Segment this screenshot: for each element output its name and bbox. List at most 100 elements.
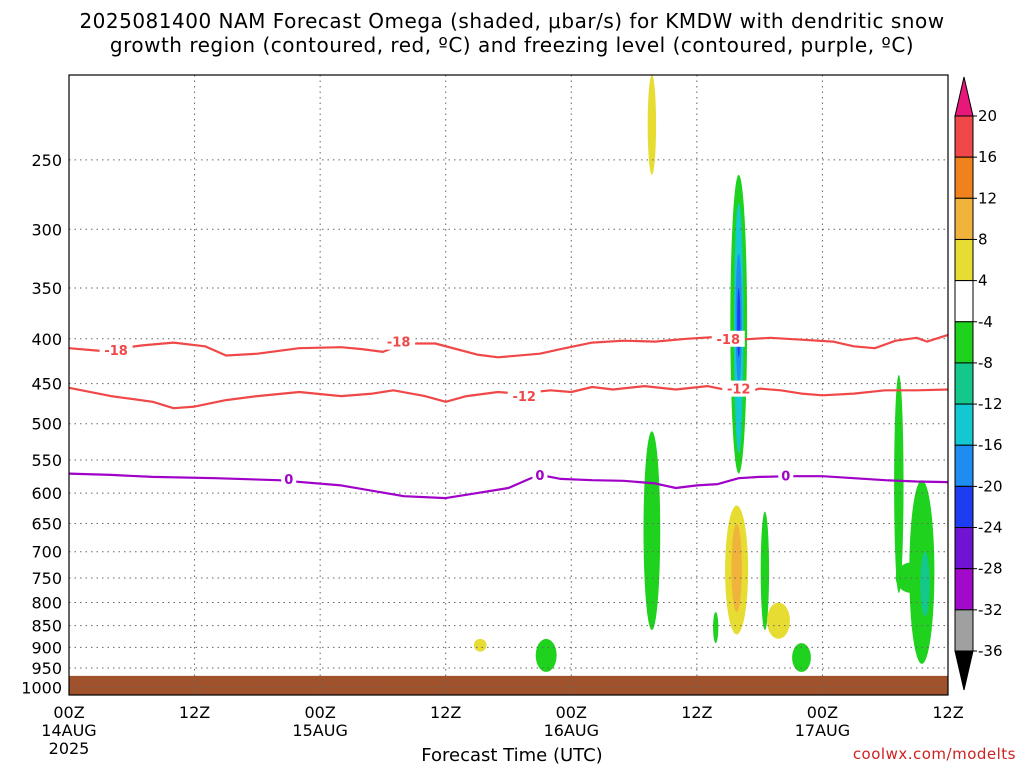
colorbar-box [954,197,974,240]
colorbar-label: -20 [978,477,1003,495]
colorbar-box [954,527,974,570]
omega-shaded-regions [69,75,948,695]
y-tick-label: 450 [31,375,62,394]
chart-title-line-1: 2025081400 NAM Forecast Omega (shaded, μ… [79,9,945,33]
x-tick-label: 12Z [430,703,461,722]
y-tick-label: 900 [31,638,62,657]
contour-label-0: 0 [535,469,544,484]
colorbar-label: -24 [978,519,1003,537]
y-tick-label: 750 [31,569,62,588]
y-tick-label: 950 [31,659,62,678]
omega-region-9 [713,611,719,644]
contour-label-0: 0 [284,473,293,488]
y-tick-label: 600 [31,484,62,503]
colorbar-box [954,568,974,611]
y-axis-labels: 250 300 350 400 450 500 550 600 650 700 750 800 850 9… [21,151,62,698]
omega-region-11 [473,638,487,652]
contour-label-bg [281,470,297,487]
x-tick-label: 12Z [932,703,963,722]
contour-label-bg [507,388,541,405]
y-tick-label: 1000 [21,678,62,697]
plot-frame [68,74,949,696]
y-tick-label: 650 [31,515,62,534]
colorbar-box [954,362,974,405]
x-tick-date: 14AUG [41,721,96,740]
colorbar-label: -12 [978,395,1003,413]
colorbar-label: 8 [978,230,988,248]
colorbar-label: 4 [978,272,988,290]
colorbar-box [954,485,974,529]
colorbar-top-arrow [954,76,974,117]
x-tick-label: 12Z [179,703,210,722]
contour-label-bg [722,380,756,397]
contour-line--18 [68,333,949,359]
y-tick-label: 500 [31,415,62,434]
grid-lines [69,75,948,695]
chart-title-line-2: growth region (contoured, red, ºC) and f… [109,33,915,57]
omega-region-7 [731,523,742,612]
colorbar: 20 16 12 8 4 -4 -8 -12 -16 -20 -24 -28 -32 -36 [954,76,1003,691]
colorbar-label: 16 [978,148,997,166]
contour-label-bg [711,330,745,347]
colorbar-box [954,444,974,487]
contour-line--12 [68,385,949,410]
contour-label--18: -18 [717,333,741,348]
x-tick-year: 2025 [49,739,90,758]
x-tick-label: 12Z [681,703,712,722]
contour-label--12: -12 [727,383,751,398]
colorbar-box [954,280,974,323]
y-tick-label: 800 [31,594,62,613]
x-tick-label: 00Z [304,703,335,722]
colorbar-box [954,403,974,446]
omega-region-14 [894,375,904,593]
contour-label--18: -18 [104,344,128,359]
contour-label--18: -18 [387,336,411,351]
omega-region-5 [643,431,661,631]
contour-lines [68,333,949,500]
y-tick-label: 550 [31,451,62,470]
omega-region-10 [766,602,790,639]
colorbar-box [954,238,974,282]
y-tick-label: 400 [31,330,62,349]
y-tick-label: 250 [31,151,62,170]
colorbar-label: -36 [978,642,1003,660]
contour-label-bg [99,342,133,359]
colorbar-box [954,156,974,199]
colorbar-bottom-arrow [954,650,974,691]
omega-region-17 [920,551,930,617]
colorbar-label: -28 [978,560,1003,578]
x-tick-label: 00Z [53,703,84,722]
omega-region-0 [647,75,657,175]
y-tick-label: 700 [31,543,62,562]
omega-region-13 [792,643,811,672]
colorbar-label: 12 [978,189,997,207]
y-tick-label: 850 [31,617,62,636]
contour-label-bg [382,333,416,350]
omega-region-8 [760,511,770,631]
contour-labels: -18 -18 -18 -12 -12 0 0 0 [99,330,794,488]
contour-label--12: -12 [512,390,536,405]
colorbar-label: -8 [978,354,993,372]
contour-label-bg [778,467,794,484]
x-tick-date: 16AUG [544,721,599,740]
contour-label-bg [532,466,548,483]
x-axis-title: Forecast Time (UTC) [421,745,603,766]
x-tick-date: 15AUG [292,721,347,740]
contour-label-0: 0 [781,470,790,485]
credit-text: coolwx.com/modelts [852,745,1016,763]
colorbar-label: 20 [978,107,997,125]
colorbar-box [954,609,974,652]
omega-region-12 [535,638,557,672]
ground-below-surface [69,675,948,695]
x-tick-label: 00Z [807,703,838,722]
y-tick-label: 300 [31,220,62,239]
colorbar-label: -4 [978,313,993,331]
x-tick-label: 00Z [556,703,587,722]
colorbar-label: -16 [978,436,1003,454]
contour-line-0 [68,472,949,500]
colorbar-box [954,321,974,364]
colorbar-box [954,115,974,158]
colorbar-label: -32 [978,601,1003,619]
